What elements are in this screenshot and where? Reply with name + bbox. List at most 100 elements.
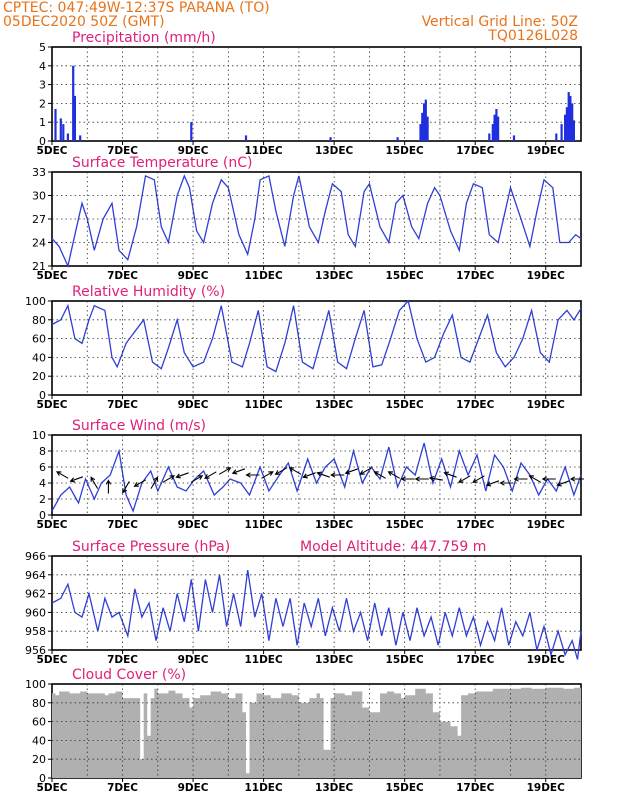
x-tick-label: 7DEC — [107, 654, 138, 666]
x-tick-label: 5DEC — [37, 519, 68, 531]
y-tick-label: 100 — [25, 678, 46, 691]
panel-title: Surface Wind (m/s) — [72, 418, 206, 434]
wind-arrow — [344, 468, 359, 475]
y-tick-label: 8 — [39, 445, 46, 458]
series-line — [51, 570, 582, 660]
wind-arrow — [458, 475, 471, 483]
wind-arrow — [387, 471, 400, 479]
precip-bar — [79, 135, 82, 141]
y-tick-label: 958 — [25, 625, 46, 638]
y-tick-label: 6 — [39, 461, 46, 474]
y-tick-label: 966 — [25, 550, 46, 563]
wind-arrow — [359, 467, 372, 475]
precip-bar — [572, 120, 575, 141]
x-tick-label: 11DEC — [244, 782, 283, 794]
wind-arrow — [528, 475, 542, 483]
y-tick-label: 960 — [25, 606, 46, 619]
x-tick-label: 15DEC — [386, 519, 425, 531]
y-tick-label: 10 — [32, 429, 46, 442]
y-tick-label: 1 — [39, 116, 46, 129]
y-tick-label: 80 — [32, 697, 46, 710]
wind-arrow — [373, 471, 386, 479]
x-tick-label: 9DEC — [178, 399, 209, 411]
x-tick-label: 13DEC — [315, 782, 354, 794]
precip-bar — [493, 114, 496, 141]
x-tick-label: 13DEC — [315, 654, 354, 666]
wind-arrow — [302, 472, 316, 479]
series-line — [51, 174, 582, 269]
panel-title: Surface Pressure (hPa) — [72, 539, 230, 555]
x-tick-label: 19DEC — [527, 654, 566, 666]
y-tick-label: 21 — [32, 260, 46, 273]
panel-0: 0 1 2 3 4 5 5DEC 7DEC 9DEC 11DEC 13DEC 15DEC 17DEC 19… — [37, 30, 582, 157]
x-tick-label: 15DEC — [386, 782, 425, 794]
header-datetime: 05DEC2020 50Z (GMT) — [3, 14, 165, 30]
precip-bar — [72, 65, 75, 141]
x-tick-label: 9DEC — [178, 145, 209, 157]
panel-title: Precipitation (mm/h) — [72, 30, 216, 46]
y-tick-label: 20 — [32, 370, 46, 383]
precip-bar — [567, 92, 570, 141]
wind-arrow — [204, 471, 217, 479]
precip-bar — [59, 118, 62, 141]
y-tick-label: 964 — [25, 569, 46, 582]
y-tick-label: 0 — [39, 135, 46, 148]
panel-1: 21 24 27 30 33 5DEC 7DEC 9DEC 11DEC 13DEC 15DEC 17D… — [32, 155, 582, 282]
precip-bar — [423, 103, 426, 141]
precip-bar — [495, 109, 498, 141]
wind-arrow — [288, 467, 302, 475]
precip-bar — [66, 133, 69, 141]
panel-title: Cloud Cover (%) — [72, 667, 186, 683]
wind-arrow — [133, 479, 147, 487]
header-grid-note: Vertical Grid Line: 50Z — [421, 14, 578, 30]
wind-arrow — [428, 475, 443, 482]
x-tick-label: 13DEC — [315, 519, 354, 531]
wind-arrow — [175, 472, 189, 479]
y-tick-label: 60 — [32, 333, 46, 346]
wind-arrow — [513, 476, 528, 482]
wind-arrow — [330, 472, 345, 478]
x-tick-label: 5DEC — [37, 782, 68, 794]
y-tick-label: 33 — [32, 166, 46, 179]
x-tick-label: 11DEC — [244, 399, 283, 411]
y-tick-label: 27 — [32, 213, 46, 226]
x-tick-label: 11DEC — [244, 270, 283, 282]
y-tick-label: 60 — [32, 716, 46, 729]
x-tick-label: 9DEC — [178, 654, 209, 666]
y-tick-label: 40 — [32, 734, 46, 747]
y-tick-label: 0 — [39, 389, 46, 402]
x-tick-label: 19DEC — [527, 782, 566, 794]
x-tick-label: 19DEC — [527, 519, 566, 531]
y-tick-label: 24 — [32, 237, 46, 250]
x-tick-label: 19DEC — [527, 270, 566, 282]
x-tick-label: 19DEC — [527, 145, 566, 157]
panel-3: 0 2 4 6 8 10 5DEC 7DEC 9DEC 11DEC 13DEC 15DEC 17DEC 1… — [32, 418, 584, 531]
y-tick-label: 0 — [39, 509, 46, 522]
wind-arrow — [245, 472, 260, 478]
x-tick-label: 5DEC — [37, 654, 68, 666]
x-tick-label: 15DEC — [386, 399, 425, 411]
precip-bar — [564, 114, 567, 141]
cloud-cover-area — [52, 687, 581, 778]
panel-title: Relative Humidity (%) — [72, 284, 225, 300]
x-tick-label: 17DEC — [456, 145, 495, 157]
x-tick-label: 11DEC — [244, 145, 283, 157]
y-tick-label: 4 — [39, 60, 46, 73]
precip-bar — [396, 137, 399, 141]
wind-arrow — [69, 476, 83, 483]
x-tick-label: 19DEC — [527, 399, 566, 411]
precip-bar — [424, 99, 427, 141]
x-tick-label: 9DEC — [178, 519, 209, 531]
x-tick-label: 15DEC — [386, 270, 425, 282]
y-tick-label: 100 — [25, 295, 46, 308]
precip-bar — [555, 133, 558, 141]
y-tick-label: 962 — [25, 588, 46, 601]
wind-arrow — [414, 476, 429, 482]
precip-bar — [512, 135, 516, 141]
wind-arrow — [261, 471, 274, 479]
y-tick-label: 2 — [39, 493, 46, 506]
y-tick-label: 2 — [39, 97, 46, 110]
wind-arrow — [556, 480, 570, 487]
y-tick-label: 5 — [39, 41, 46, 54]
